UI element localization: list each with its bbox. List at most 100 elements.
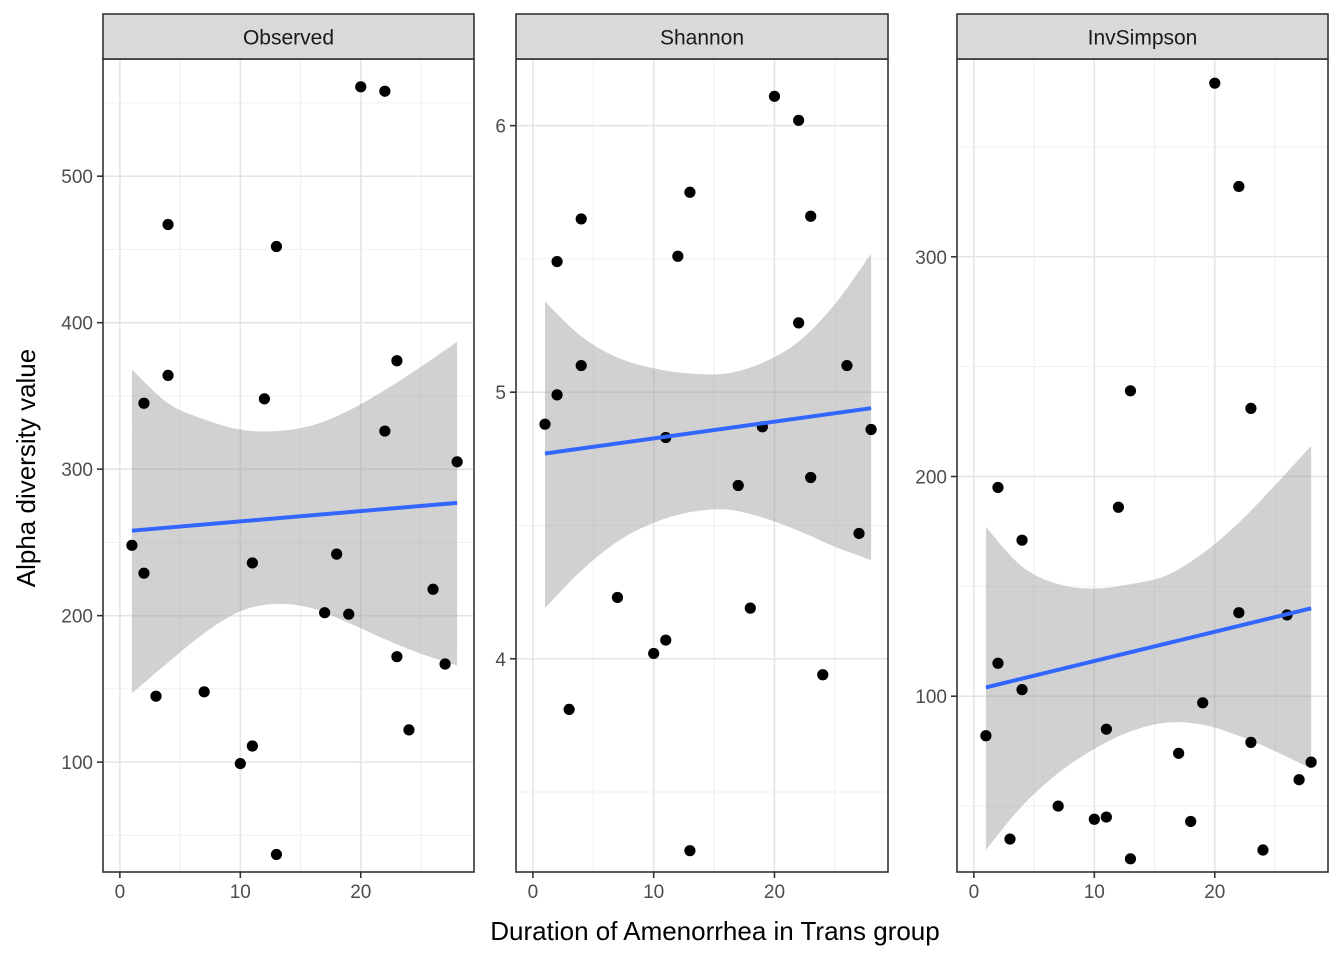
- y-tick-label: 5: [495, 383, 506, 404]
- panels-layer: 0 10 20 100 200 300 400 500 Observed 0 10 20 4 5 6 Shan…: [61, 13, 1329, 903]
- data-point: [355, 81, 367, 93]
- data-point: [648, 647, 660, 660]
- data-point: [1016, 534, 1028, 546]
- panel-shannon: 0 10 20 4 5 6 Shannon: [495, 13, 889, 903]
- data-point: [331, 548, 343, 560]
- data-point: [379, 425, 391, 437]
- data-point: [246, 557, 258, 569]
- data-point: [611, 591, 624, 604]
- x-tick-label: 20: [350, 882, 371, 903]
- data-point: [805, 210, 817, 222]
- data-point: [793, 317, 805, 329]
- data-point: [439, 658, 451, 670]
- data-point: [1112, 501, 1125, 513]
- y-tick-label: 200: [915, 467, 947, 488]
- data-point: [1173, 747, 1185, 759]
- data-point: [150, 690, 162, 702]
- facet-strip: [515, 13, 889, 60]
- data-point: [1233, 180, 1245, 193]
- x-tick-label: 10: [643, 882, 664, 903]
- data-point: [539, 418, 551, 430]
- data-point: [162, 218, 174, 231]
- data-point: [575, 359, 587, 372]
- data-point: [451, 456, 463, 468]
- data-point: [672, 250, 684, 262]
- data-point: [319, 607, 331, 619]
- panel-invsimpson: 0 10 20 100 200 300 InvSimpson: [915, 13, 1329, 903]
- data-point: [198, 686, 210, 698]
- data-point: [805, 471, 817, 484]
- y-tick-label: 300: [915, 248, 947, 269]
- data-point: [575, 213, 587, 225]
- data-point: [1100, 811, 1112, 823]
- data-point: [1052, 800, 1064, 812]
- x-tick-label: 0: [115, 882, 126, 903]
- y-tick-label: 100: [61, 753, 93, 774]
- x-tick-label: 20: [764, 882, 785, 903]
- x-tick-label: 10: [230, 882, 251, 903]
- data-point: [551, 255, 563, 268]
- data-point: [1245, 402, 1257, 414]
- data-point: [1004, 833, 1016, 845]
- data-point: [1305, 756, 1317, 768]
- data-point: [684, 845, 696, 857]
- facet-strip-label: Observed: [243, 27, 334, 50]
- facet-strip-label: InvSimpson: [1088, 27, 1198, 50]
- data-point: [379, 85, 391, 97]
- data-point: [732, 479, 744, 492]
- data-point: [853, 527, 865, 540]
- facet-strip-label: Shannon: [660, 27, 744, 50]
- data-point: [270, 240, 283, 253]
- y-tick-label: 6: [495, 117, 506, 138]
- y-tick-label: 4: [495, 650, 506, 671]
- data-point: [841, 359, 853, 372]
- data-point: [1185, 815, 1197, 828]
- y-tick-label: 500: [61, 167, 93, 188]
- x-tick-label: 20: [1204, 882, 1225, 903]
- data-point: [1100, 723, 1112, 735]
- data-point: [1245, 736, 1257, 748]
- y-tick-label: 400: [61, 314, 93, 335]
- y-tick-label: 100: [915, 687, 947, 708]
- data-point: [391, 355, 403, 367]
- panel-background: [516, 59, 888, 872]
- data-point: [768, 90, 781, 102]
- data-point: [551, 389, 563, 401]
- regression-line: [985, 606, 1312, 690]
- data-point: [992, 481, 1004, 494]
- regression-line: [131, 500, 458, 533]
- data-point: [1124, 385, 1137, 397]
- data-point: [1209, 77, 1221, 89]
- data-point: [138, 397, 150, 409]
- panel-observed: 0 10 20 100 200 300 400 500 Observed: [61, 13, 475, 903]
- data-point: [162, 369, 174, 382]
- data-point: [793, 114, 805, 126]
- data-point: [563, 703, 575, 716]
- data-point: [403, 724, 415, 736]
- data-point: [1088, 813, 1100, 825]
- data-point: [817, 669, 829, 681]
- data-point: [684, 186, 696, 198]
- data-point: [391, 651, 403, 663]
- x-tick-label: 0: [528, 882, 539, 903]
- data-point: [865, 423, 877, 436]
- data-point: [258, 393, 271, 405]
- data-point: [234, 758, 246, 770]
- y-tick-label: 200: [61, 607, 93, 628]
- data-point: [138, 567, 150, 579]
- data-point: [1233, 607, 1245, 619]
- panel-background: [957, 59, 1328, 872]
- data-point: [992, 657, 1004, 669]
- panel-background: [103, 59, 474, 872]
- data-point: [660, 634, 672, 646]
- data-point: [744, 602, 756, 614]
- y-tick-label: 300: [61, 460, 93, 481]
- data-point: [1197, 697, 1209, 709]
- x-axis-title: Duration of Amenorrhea in Trans group: [490, 916, 939, 946]
- data-point: [1016, 684, 1028, 696]
- data-point: [126, 539, 138, 551]
- data-point: [246, 740, 258, 752]
- data-point: [1257, 844, 1269, 856]
- data-point: [980, 730, 992, 742]
